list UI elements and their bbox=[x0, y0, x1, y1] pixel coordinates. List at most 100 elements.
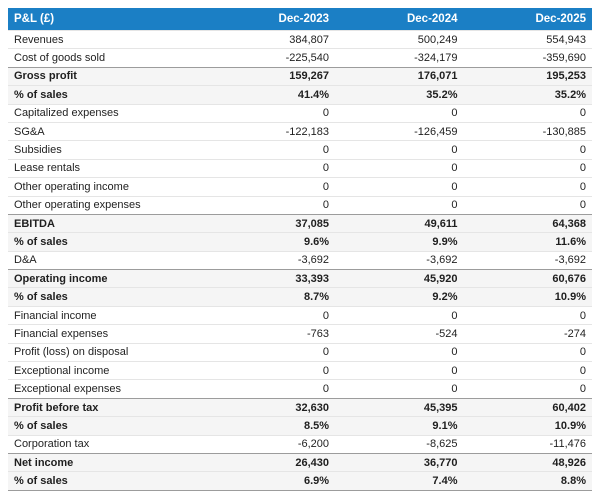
cell-value: 500,249 bbox=[335, 29, 464, 49]
cell-value: 7.4% bbox=[335, 471, 464, 491]
row-label: Operating income bbox=[8, 269, 207, 288]
cell-value: 33,393 bbox=[206, 269, 336, 288]
cell-value: 384,807 bbox=[206, 29, 336, 49]
cell-value: -225,540 bbox=[206, 48, 336, 68]
row-label: Other operating income bbox=[8, 177, 207, 197]
row-label: Gross profit bbox=[8, 66, 207, 86]
row-label: Subsidies bbox=[8, 140, 207, 160]
table-row-financial-expenses: Financial expenses -763 -524 -274 bbox=[8, 324, 592, 344]
cell-value: 48,926 bbox=[463, 452, 592, 472]
cell-value: 41.4% bbox=[206, 85, 336, 105]
cell-value: 0 bbox=[206, 195, 336, 215]
row-label: % of sales bbox=[8, 471, 207, 491]
cell-value: 0 bbox=[335, 158, 464, 178]
header-row: P&L (£) Dec-2023 Dec-2024 Dec-2025 bbox=[8, 8, 592, 31]
row-label: Financial expenses bbox=[8, 324, 207, 344]
cell-value: 9.6% bbox=[206, 232, 336, 252]
cell-value: -3,692 bbox=[335, 250, 464, 270]
cell-value: 0 bbox=[463, 342, 592, 362]
cell-value: -763 bbox=[206, 324, 336, 344]
cell-value: 159,267 bbox=[206, 66, 336, 86]
cell-value: 10.9% bbox=[463, 416, 592, 436]
table-row-net-income: Net income 26,430 36,770 48,926 bbox=[8, 452, 592, 472]
cell-value: 60,676 bbox=[463, 269, 592, 288]
cell-value: 8.7% bbox=[206, 287, 336, 307]
table-row-capitalized-expenses: Capitalized expenses 0 0 0 bbox=[8, 103, 592, 123]
cell-value: 36,770 bbox=[335, 452, 464, 472]
table-row-cost-of-goods-sold: Cost of goods sold -225,540 -324,179 -35… bbox=[8, 48, 592, 68]
cell-value: 9.2% bbox=[335, 287, 464, 307]
cell-value: 32,630 bbox=[206, 397, 336, 417]
row-label: D&A bbox=[8, 250, 207, 270]
cell-value: 0 bbox=[463, 195, 592, 215]
cell-value: 0 bbox=[463, 305, 592, 325]
table-row-subsidies: Subsidies 0 0 0 bbox=[8, 140, 592, 160]
table-row-net-income-pct: % of sales 6.9% 7.4% 8.8% bbox=[8, 471, 592, 491]
table-row-ebitda-pct: % of sales 9.6% 9.9% 11.6% bbox=[8, 232, 592, 252]
cell-value: 45,395 bbox=[335, 397, 464, 417]
table-row-ebitda: EBITDA 37,085 49,611 64,368 bbox=[8, 213, 592, 233]
cell-value: -126,459 bbox=[335, 121, 464, 141]
cell-value: -11,476 bbox=[463, 434, 592, 454]
cell-value: 195,253 bbox=[463, 66, 592, 86]
column-header-dec-2024: Dec-2024 bbox=[335, 8, 464, 31]
row-label: Lease rentals bbox=[8, 158, 207, 178]
row-label: Corporation tax bbox=[8, 434, 207, 454]
table-row-exceptional-income: Exceptional income 0 0 0 bbox=[8, 361, 592, 380]
cell-value: 6.9% bbox=[206, 471, 336, 491]
row-label: Profit (loss) on disposal bbox=[8, 342, 207, 362]
cell-value: 35.2% bbox=[335, 85, 464, 105]
cell-value: 0 bbox=[206, 379, 336, 399]
cell-value: -130,885 bbox=[463, 121, 592, 141]
cell-value: 0 bbox=[206, 361, 336, 380]
row-label: EBITDA bbox=[8, 213, 207, 233]
pnl-table-container: P&L (£) Dec-2023 Dec-2024 Dec-2025 Reven… bbox=[8, 8, 592, 491]
cell-value: 554,943 bbox=[463, 29, 592, 49]
cell-value: 45,920 bbox=[335, 269, 464, 288]
row-label: Profit before tax bbox=[8, 397, 207, 417]
row-label: Capitalized expenses bbox=[8, 103, 207, 123]
row-label: % of sales bbox=[8, 416, 207, 436]
cell-value: -324,179 bbox=[335, 48, 464, 68]
table-row-operating-income-pct: % of sales 8.7% 9.2% 10.9% bbox=[8, 287, 592, 307]
cell-value: 0 bbox=[335, 379, 464, 399]
row-label: Revenues bbox=[8, 29, 207, 49]
cell-value: 0 bbox=[335, 342, 464, 362]
cell-value: 0 bbox=[206, 158, 336, 178]
row-label: % of sales bbox=[8, 85, 207, 105]
cell-value: -6,200 bbox=[206, 434, 336, 454]
cell-value: 0 bbox=[206, 103, 336, 123]
cell-value: 0 bbox=[463, 177, 592, 197]
cell-value: -3,692 bbox=[206, 250, 336, 270]
cell-value: 64,368 bbox=[463, 213, 592, 233]
cell-value: 8.5% bbox=[206, 416, 336, 436]
table-row-gross-profit: Gross profit 159,267 176,071 195,253 bbox=[8, 66, 592, 86]
cell-value: 176,071 bbox=[335, 66, 464, 86]
table-body: Revenues 384,807 500,249 554,943 Cost of… bbox=[8, 29, 592, 491]
table-row-corporation-tax: Corporation tax -6,200 -8,625 -11,476 bbox=[8, 434, 592, 454]
table-row-exceptional-expenses: Exceptional expenses 0 0 0 bbox=[8, 379, 592, 399]
row-label: Cost of goods sold bbox=[8, 48, 207, 68]
cell-value: 35.2% bbox=[463, 85, 592, 105]
cell-value: 9.9% bbox=[335, 232, 464, 252]
table-row-operating-income: Operating income 33,393 45,920 60,676 bbox=[8, 269, 592, 288]
cell-value: -122,183 bbox=[206, 121, 336, 141]
header-title: P&L (£) bbox=[8, 8, 207, 31]
table-row-revenues: Revenues 384,807 500,249 554,943 bbox=[8, 29, 592, 49]
cell-value: 0 bbox=[463, 379, 592, 399]
table-row-profit-loss-on-disposal: Profit (loss) on disposal 0 0 0 bbox=[8, 342, 592, 362]
cell-value: 0 bbox=[206, 305, 336, 325]
cell-value: 10.9% bbox=[463, 287, 592, 307]
table-row-sga: SG&A -122,183 -126,459 -130,885 bbox=[8, 121, 592, 141]
cell-value: 0 bbox=[206, 177, 336, 197]
cell-value: 0 bbox=[463, 103, 592, 123]
cell-value: 0 bbox=[206, 140, 336, 160]
table-row-gross-profit-pct: % of sales 41.4% 35.2% 35.2% bbox=[8, 85, 592, 105]
cell-value: -3,692 bbox=[463, 250, 592, 270]
row-label: Exceptional income bbox=[8, 361, 207, 380]
cell-value: 26,430 bbox=[206, 452, 336, 472]
row-label: % of sales bbox=[8, 232, 207, 252]
cell-value: 0 bbox=[335, 177, 464, 197]
row-label: % of sales bbox=[8, 287, 207, 307]
cell-value: 0 bbox=[335, 195, 464, 215]
